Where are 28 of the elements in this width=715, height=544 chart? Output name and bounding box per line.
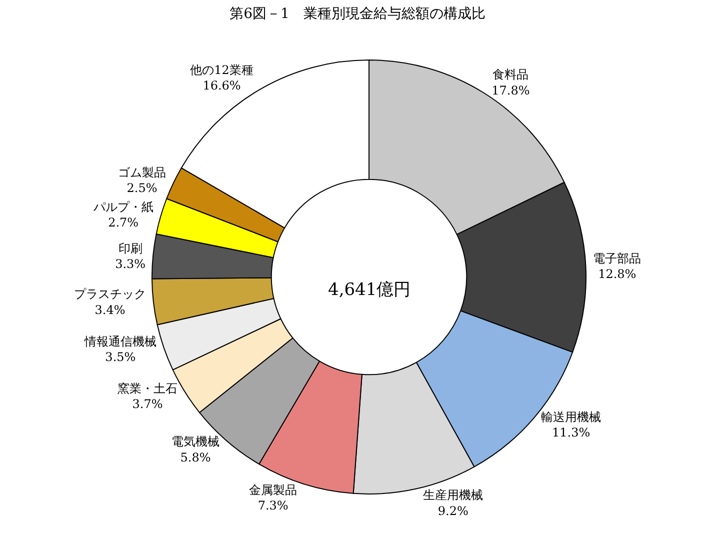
data-label: 3.3% xyxy=(115,256,146,271)
slice-label: 金属製品 xyxy=(249,482,298,497)
chart-title: 第6図－1 業種別現金給与総額の構成比 xyxy=(230,6,486,22)
slice-label: 輸送用機械 xyxy=(541,410,602,424)
slice-label: ゴム製品 xyxy=(118,165,166,180)
text: 4,641億円 xyxy=(328,280,411,300)
data-label: 2.5% xyxy=(126,181,158,195)
slice-label: 他の12業種 xyxy=(190,62,254,77)
slice-label: 食料品 xyxy=(492,68,529,82)
slice-label: 電気機械 xyxy=(172,434,220,449)
data-label: 7.3% xyxy=(258,498,288,512)
data-label: 16.6% xyxy=(202,78,241,93)
data-label: 5.8% xyxy=(180,450,211,464)
slice-label: 窯業・土石 xyxy=(118,381,178,396)
slice-label: 生産用機械 xyxy=(423,488,484,502)
slice-label: プラスチック xyxy=(74,287,146,302)
data-label: 2.7% xyxy=(108,216,139,230)
data-label: 3.5% xyxy=(105,350,136,364)
data-label: 3.7% xyxy=(132,396,163,411)
slice-label: 印刷 xyxy=(118,241,142,256)
slice-label: 電子部品 xyxy=(593,252,642,266)
data-label: 17.8% xyxy=(492,83,530,98)
slice-label: 情報通信機械 xyxy=(83,334,156,348)
data-label: 12.8% xyxy=(598,267,636,282)
slice-label: パルプ・紙 xyxy=(92,200,154,214)
data-label: 9.2% xyxy=(438,504,468,518)
data-label: 11.3% xyxy=(552,425,590,440)
data-label: 3.4% xyxy=(94,302,126,317)
